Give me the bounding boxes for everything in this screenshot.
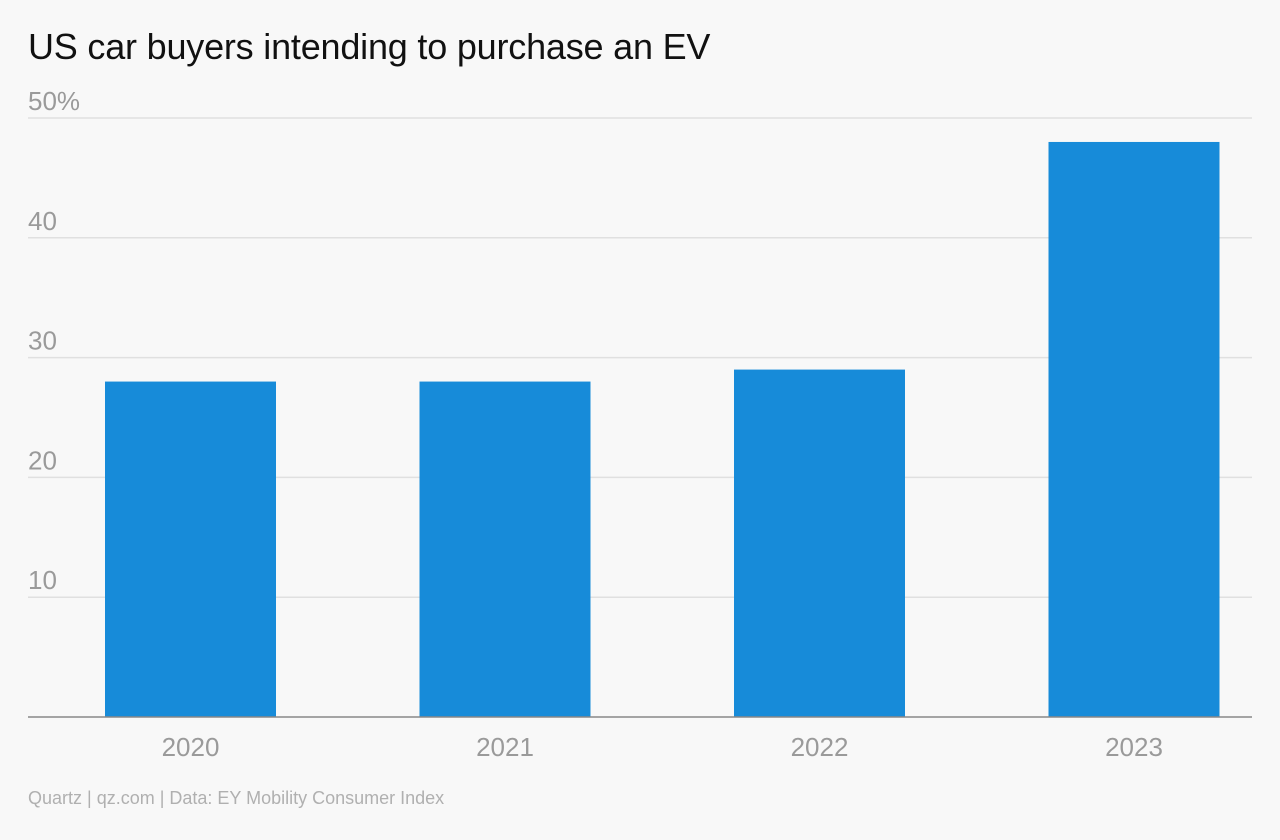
y-tick-label: 50% <box>28 86 80 116</box>
bars <box>105 141 1220 717</box>
y-axis-ticks: 10 20 30 40 50% <box>28 86 80 595</box>
y-tick-label: 40 <box>28 206 57 236</box>
bar-2021 <box>419 381 591 717</box>
bar-2023 <box>1048 141 1220 717</box>
y-tick-label: 10 <box>28 565 57 595</box>
source-footer: Quartz | qz.com | Data: EY Mobility Cons… <box>28 788 445 808</box>
x-tick-label: 2022 <box>791 732 849 762</box>
bar-2020 <box>105 381 276 717</box>
x-tick-label: 2021 <box>476 732 534 762</box>
x-tick-label: 2023 <box>1105 732 1163 762</box>
chart-title: US car buyers intending to purchase an E… <box>28 26 711 67</box>
bar-2022 <box>734 369 905 717</box>
y-tick-label: 30 <box>28 326 57 356</box>
x-tick-label: 2020 <box>162 732 220 762</box>
bar-chart: 10 20 30 40 50% 2020 2021 2022 2023 <box>28 86 1252 762</box>
x-axis-ticks: 2020 2021 2022 2023 <box>162 732 1163 762</box>
y-tick-label: 20 <box>28 445 57 475</box>
